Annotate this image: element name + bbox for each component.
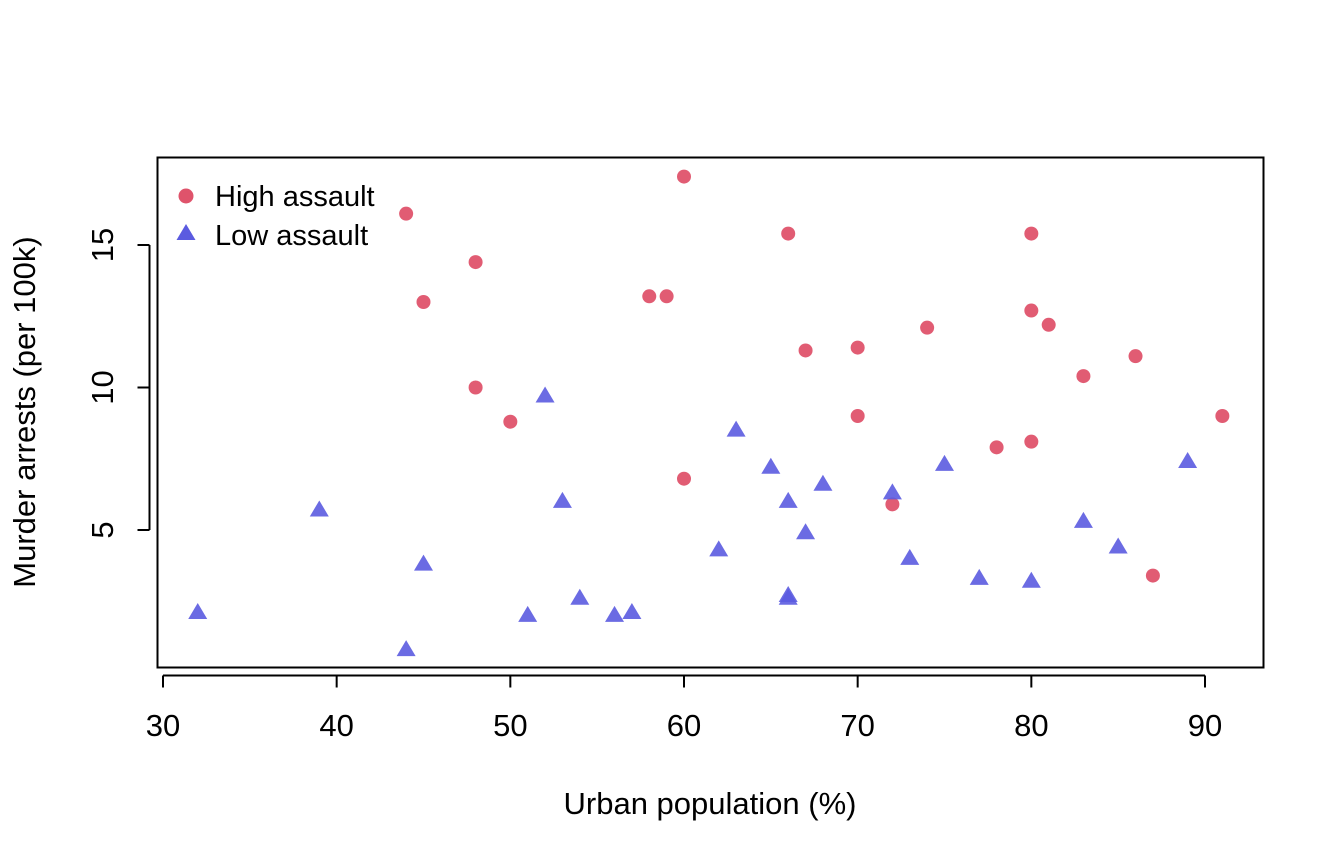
data-point-high-assault xyxy=(1145,568,1160,583)
data-point-high-assault xyxy=(850,409,865,423)
y-axis-label: Murder arrests (per 100k) xyxy=(7,236,42,587)
data-point-low-assault xyxy=(605,605,625,622)
plot-frame xyxy=(156,156,1265,669)
data-point-low-assault xyxy=(935,454,954,471)
data-points xyxy=(188,169,1230,657)
data-point-low-assault xyxy=(813,474,833,491)
legend-marker-low-assault xyxy=(176,224,196,240)
x-tick-label: 70 xyxy=(840,708,874,743)
y-axis: 5 10 15 xyxy=(85,228,151,539)
y-tick-label: 15 xyxy=(85,228,120,262)
data-point-high-assault xyxy=(677,471,691,486)
data-point-low-assault xyxy=(726,420,746,437)
data-point-high-assault xyxy=(416,295,431,309)
data-point-low-assault xyxy=(396,640,416,657)
data-point-low-assault xyxy=(882,483,902,500)
data-point-high-assault xyxy=(1041,317,1056,332)
x-tick-label: 90 xyxy=(1188,708,1222,743)
data-point-high-assault xyxy=(1215,409,1230,423)
data-point-high-assault xyxy=(677,169,691,184)
x-tick-label: 80 xyxy=(1014,708,1048,743)
data-point-high-assault xyxy=(781,226,796,241)
x-tick-label: 60 xyxy=(667,708,701,743)
data-point-high-assault xyxy=(399,206,414,221)
data-point-high-assault xyxy=(1024,303,1039,318)
data-point-low-assault xyxy=(622,603,642,620)
legend: High assault Low assault xyxy=(176,181,375,252)
data-point-low-assault xyxy=(570,588,590,605)
y-tick-label: 5 xyxy=(85,521,120,538)
legend-label-high-assault: High assault xyxy=(215,181,375,213)
data-point-low-assault xyxy=(1108,537,1128,554)
data-point-high-assault xyxy=(885,497,900,512)
data-point-low-assault xyxy=(1178,452,1198,468)
data-point-high-assault xyxy=(1128,349,1143,364)
data-point-low-assault xyxy=(518,605,538,622)
data-point-low-assault xyxy=(414,554,433,571)
data-point-high-assault xyxy=(642,289,657,304)
data-point-low-assault xyxy=(309,500,329,517)
data-point-low-assault xyxy=(900,548,920,565)
data-point-low-assault xyxy=(969,568,989,585)
data-point-low-assault xyxy=(778,585,798,602)
x-axis: 30 40 50 60 70 80 90 xyxy=(146,674,1222,743)
data-point-low-assault xyxy=(778,491,798,508)
data-point-low-assault xyxy=(188,603,208,620)
data-point-high-assault xyxy=(989,440,1004,455)
x-tick-label: 40 xyxy=(319,708,353,743)
data-point-low-assault xyxy=(1021,571,1041,588)
data-point-high-assault xyxy=(850,340,865,355)
data-point-high-assault xyxy=(798,343,813,358)
data-point-low-assault xyxy=(1073,511,1093,528)
legend-marker-high-assault xyxy=(178,188,194,204)
data-point-high-assault xyxy=(920,320,935,335)
data-point-high-assault xyxy=(468,380,483,395)
data-point-high-assault xyxy=(1024,434,1039,449)
data-point-low-assault xyxy=(535,386,555,403)
data-point-low-assault xyxy=(796,523,816,540)
data-point-low-assault xyxy=(761,457,781,474)
x-tick-label: 50 xyxy=(493,708,527,743)
data-point-high-assault xyxy=(659,289,674,304)
data-point-low-assault xyxy=(709,540,729,557)
data-point-low-assault xyxy=(552,491,572,508)
data-point-high-assault xyxy=(503,414,518,429)
x-tick-label: 30 xyxy=(146,708,180,743)
data-point-high-assault xyxy=(468,255,483,270)
x-axis-label: Urban population (%) xyxy=(564,786,857,821)
y-tick-label: 10 xyxy=(85,370,120,404)
legend-label-low-assault: Low assault xyxy=(215,220,368,252)
data-point-high-assault xyxy=(1024,226,1039,241)
data-point-high-assault xyxy=(1076,369,1091,384)
